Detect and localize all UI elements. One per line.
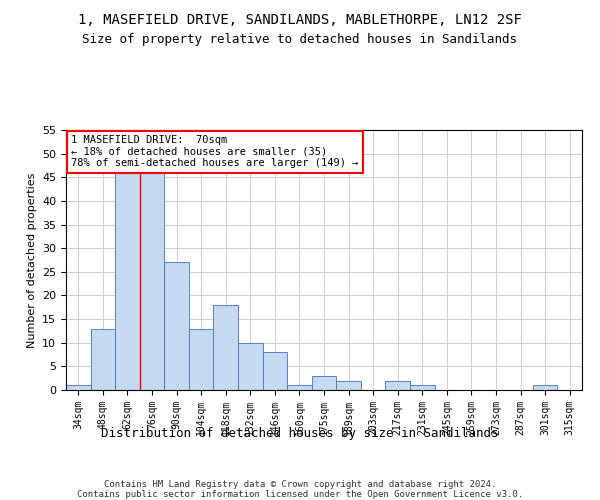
- Bar: [287, 386, 312, 390]
- Text: 1 MASEFIELD DRIVE:  70sqm
← 18% of detached houses are smaller (35)
78% of semi-: 1 MASEFIELD DRIVE: 70sqm ← 18% of detach…: [71, 135, 359, 168]
- Bar: [312, 376, 336, 390]
- Bar: [189, 328, 214, 390]
- Bar: [336, 380, 361, 390]
- Text: Size of property relative to detached houses in Sandilands: Size of property relative to detached ho…: [83, 32, 517, 46]
- Bar: [164, 262, 189, 390]
- Bar: [238, 342, 263, 390]
- Text: Distribution of detached houses by size in Sandilands: Distribution of detached houses by size …: [101, 428, 499, 440]
- Y-axis label: Number of detached properties: Number of detached properties: [26, 172, 37, 348]
- Bar: [214, 305, 238, 390]
- Text: Contains HM Land Registry data © Crown copyright and database right 2024.
Contai: Contains HM Land Registry data © Crown c…: [77, 480, 523, 500]
- Bar: [115, 172, 140, 390]
- Text: 1, MASEFIELD DRIVE, SANDILANDS, MABLETHORPE, LN12 2SF: 1, MASEFIELD DRIVE, SANDILANDS, MABLETHO…: [78, 12, 522, 26]
- Bar: [533, 386, 557, 390]
- Bar: [410, 386, 434, 390]
- Bar: [263, 352, 287, 390]
- Bar: [140, 172, 164, 390]
- Bar: [385, 380, 410, 390]
- Bar: [66, 386, 91, 390]
- Bar: [91, 328, 115, 390]
